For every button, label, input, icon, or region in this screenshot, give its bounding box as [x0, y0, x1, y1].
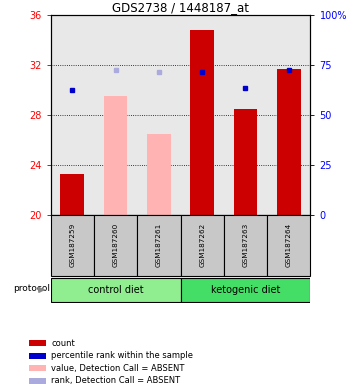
Bar	[29, 340, 47, 346]
Text: rank, Detection Call = ABSENT: rank, Detection Call = ABSENT	[51, 376, 180, 384]
Bar	[51, 215, 94, 276]
Bar	[94, 215, 137, 276]
Text: value, Detection Call = ABSENT: value, Detection Call = ABSENT	[51, 364, 184, 372]
Bar	[29, 377, 47, 384]
Text: GSM187261: GSM187261	[156, 222, 162, 266]
Text: GSM187259: GSM187259	[69, 222, 75, 266]
Bar	[277, 69, 301, 215]
Bar	[147, 134, 171, 215]
Bar	[29, 353, 47, 359]
Text: GSM187263: GSM187263	[243, 222, 248, 266]
Bar	[137, 215, 180, 276]
Bar	[190, 30, 214, 215]
Text: control diet: control diet	[88, 285, 143, 295]
Bar	[60, 174, 84, 215]
Text: protocol: protocol	[13, 284, 49, 293]
Bar	[234, 109, 257, 215]
Bar	[180, 215, 224, 276]
Bar	[51, 278, 180, 302]
Bar	[104, 96, 127, 215]
Bar	[267, 215, 310, 276]
Text: GSM187262: GSM187262	[199, 222, 205, 266]
Text: GSM187264: GSM187264	[286, 222, 292, 266]
Bar	[180, 278, 310, 302]
Text: ketogenic diet: ketogenic diet	[211, 285, 280, 295]
Bar	[224, 215, 267, 276]
Text: count: count	[51, 339, 75, 348]
Title: GDS2738 / 1448187_at: GDS2738 / 1448187_at	[112, 1, 249, 14]
Bar	[29, 365, 47, 371]
Text: GSM187260: GSM187260	[113, 222, 118, 266]
Text: percentile rank within the sample: percentile rank within the sample	[51, 351, 193, 360]
